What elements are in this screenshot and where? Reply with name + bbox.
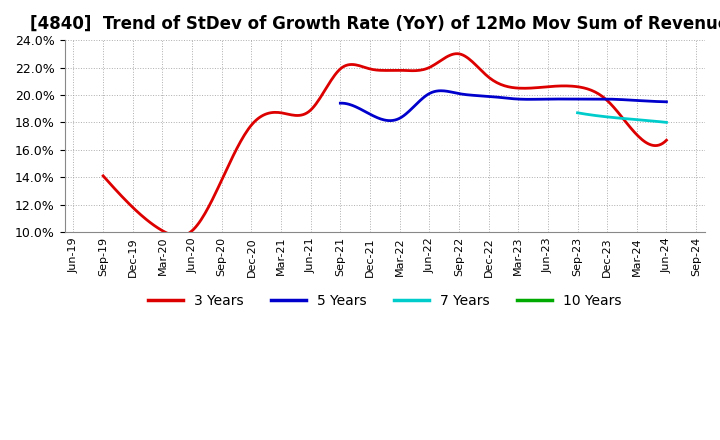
Title: [4840]  Trend of StDev of Growth Rate (YoY) of 12Mo Mov Sum of Revenues: [4840] Trend of StDev of Growth Rate (Yo… [30, 15, 720, 33]
Legend: 3 Years, 5 Years, 7 Years, 10 Years: 3 Years, 5 Years, 7 Years, 10 Years [143, 288, 627, 313]
